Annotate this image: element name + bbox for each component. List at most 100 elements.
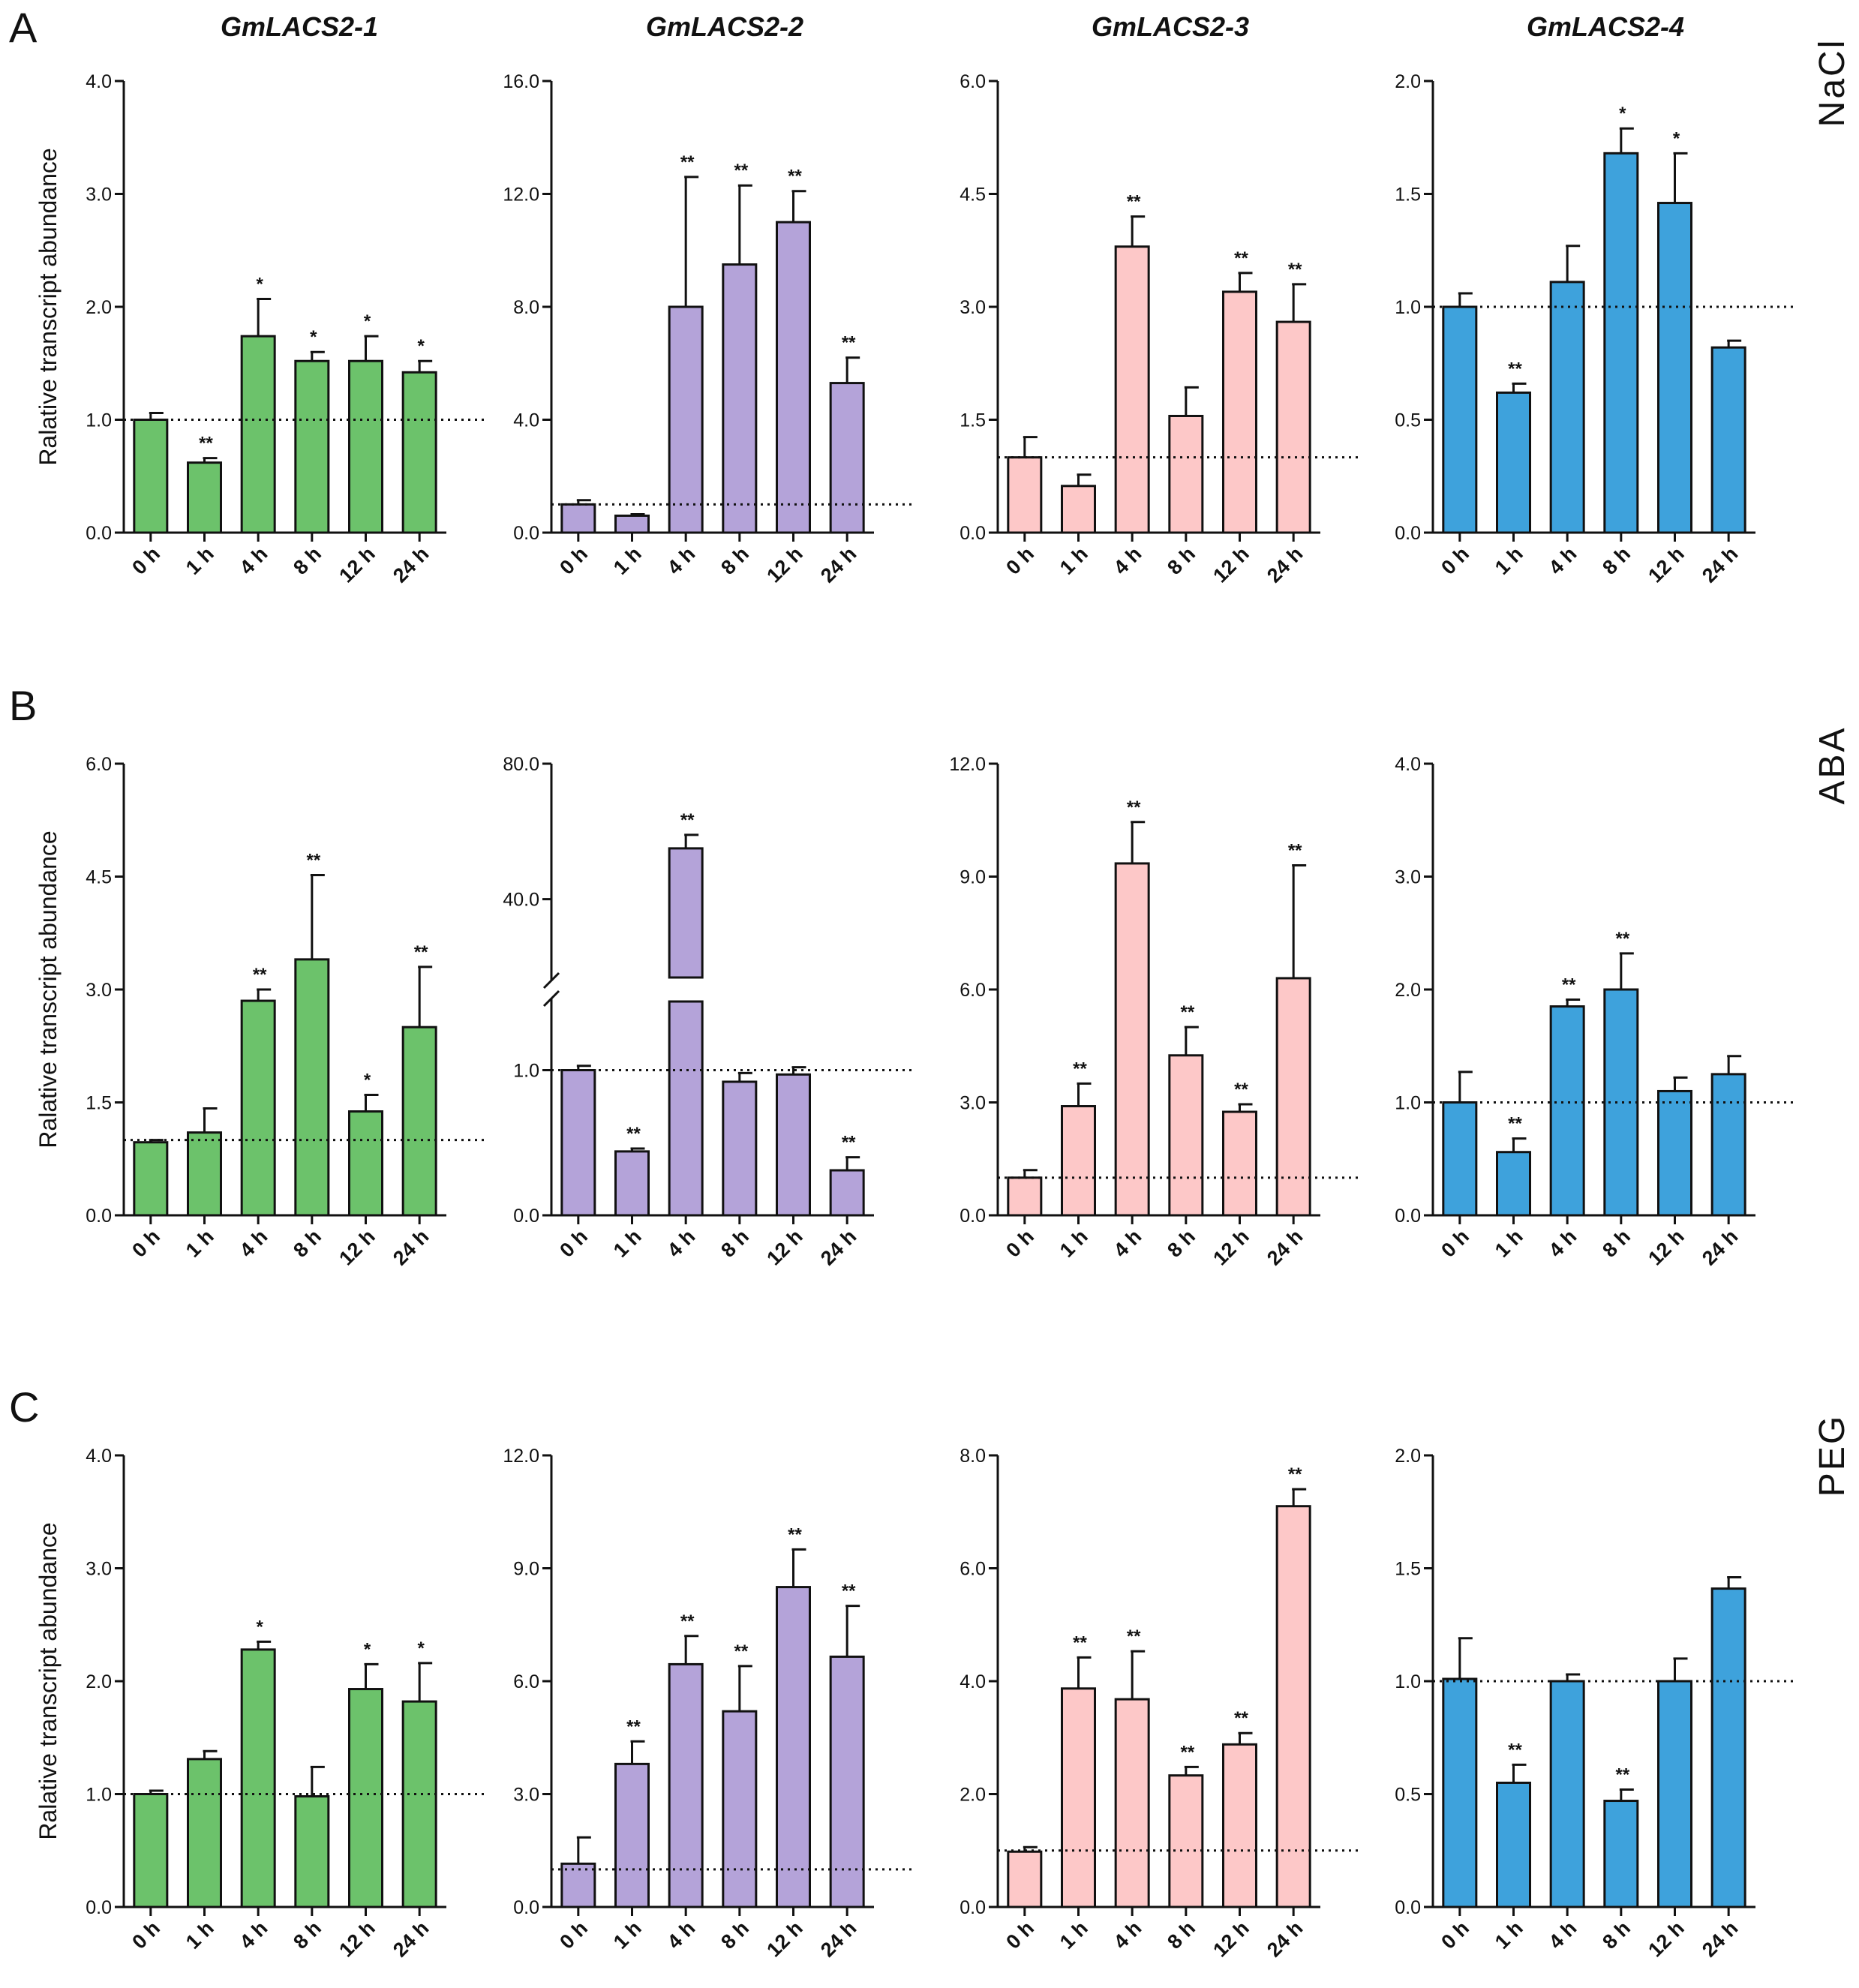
bar bbox=[1442, 305, 1478, 534]
x-tick-label: 1 h bbox=[1056, 1225, 1092, 1262]
x-tick-label: 1 h bbox=[1491, 542, 1527, 579]
bar bbox=[240, 335, 276, 534]
y-tick-label: 0.0 bbox=[86, 1206, 112, 1227]
x-tick-label: 24 h bbox=[816, 1225, 860, 1269]
x-tick-label: 1 h bbox=[182, 1917, 218, 1953]
significance-label: ** bbox=[1234, 1708, 1248, 1728]
bar bbox=[668, 1000, 704, 1217]
y-tick-label: 1.0 bbox=[1395, 297, 1421, 318]
x-tick-label: 12 h bbox=[1644, 542, 1688, 587]
bar bbox=[133, 1141, 169, 1217]
bar bbox=[1549, 281, 1585, 534]
x-tick-label: 24 h bbox=[1263, 542, 1307, 587]
chart-A3: 0.0 1.5 3.0 4.5 6.0 0 h 1 h ** 4 h 8 h ** 12 h ** 24 … bbox=[960, 71, 1362, 587]
bar bbox=[1061, 1687, 1096, 1908]
x-tick-label: 8 h bbox=[1598, 542, 1635, 579]
bar bbox=[829, 382, 865, 534]
y-tick-label: 1.5 bbox=[86, 1093, 112, 1114]
x-tick-label: 8 h bbox=[716, 1917, 753, 1953]
y-tick-label: 4.0 bbox=[513, 410, 539, 431]
x-tick-label: 24 h bbox=[389, 1917, 433, 1961]
bar bbox=[1114, 245, 1150, 534]
y-tick-label: 1.0 bbox=[1395, 1093, 1421, 1114]
bar bbox=[294, 1795, 330, 1908]
gene-title-4: GmLACS2-4 bbox=[1527, 11, 1684, 42]
y-axis-label: Ralative transcript abundance bbox=[35, 148, 62, 465]
bar bbox=[1114, 862, 1150, 1217]
y-tick-label: 9.0 bbox=[960, 867, 986, 888]
panel-letter-a: A bbox=[9, 4, 38, 51]
significance-label: * bbox=[364, 311, 371, 332]
x-tick-label: 12 h bbox=[1209, 542, 1253, 587]
bar bbox=[401, 1700, 437, 1908]
row-label-aba: ABA bbox=[1812, 725, 1852, 804]
x-tick-label: 8 h bbox=[1598, 1917, 1635, 1953]
y-tick-label: 2.0 bbox=[1395, 980, 1421, 1001]
y-tick-label: 0.5 bbox=[1395, 1785, 1421, 1806]
significance-label: ** bbox=[1180, 1742, 1194, 1762]
y-tick-label: 0.0 bbox=[513, 523, 539, 544]
x-tick-label: 1 h bbox=[182, 542, 218, 579]
x-tick-label: 12 h bbox=[335, 1917, 379, 1961]
bar bbox=[1549, 1680, 1585, 1908]
bar bbox=[1710, 346, 1746, 534]
x-tick-label: 1 h bbox=[1056, 1917, 1092, 1953]
significance-label: ** bbox=[1288, 260, 1302, 280]
x-tick-label: 8 h bbox=[716, 1225, 753, 1262]
bar bbox=[240, 999, 276, 1217]
bar bbox=[722, 263, 758, 534]
y-tick-label: 3.0 bbox=[1395, 867, 1421, 888]
significance-label: ** bbox=[1288, 840, 1302, 860]
x-tick-label: 4 h bbox=[1110, 542, 1146, 579]
x-tick-label: 4 h bbox=[1545, 1225, 1581, 1262]
chart-B3: 0.0 3.0 6.0 9.0 12.0 0 h ** 1 h ** 4 h ** 8 h ** 12 h… bbox=[949, 754, 1362, 1269]
chart-A4: 0.0 0.5 1.0 1.5 2.0 0 h ** 1 h 4 h * 8 h * 12 h 24 h bbox=[1395, 71, 1797, 587]
y-tick-label: 0.0 bbox=[960, 1897, 986, 1918]
bar bbox=[348, 1688, 383, 1908]
significance-label: * bbox=[364, 1639, 371, 1659]
bar bbox=[1603, 1800, 1639, 1908]
x-tick-label: 12 h bbox=[335, 542, 379, 587]
y-tick-label: 4.0 bbox=[86, 71, 112, 92]
x-tick-label: 8 h bbox=[289, 542, 326, 579]
x-tick-label: 8 h bbox=[1598, 1225, 1635, 1262]
x-tick-label: 12 h bbox=[335, 1225, 379, 1269]
y-tick-label: 6.0 bbox=[960, 71, 986, 92]
significance-label: ** bbox=[1234, 1080, 1248, 1100]
y-tick-label: 1.0 bbox=[1395, 1671, 1421, 1692]
chart-A1: 0.0 1.0 2.0 3.0 4.0 Ralative transcript abund… bbox=[35, 71, 488, 587]
significance-label: ** bbox=[1562, 975, 1576, 996]
y-tick-label: 16.0 bbox=[503, 71, 539, 92]
bar bbox=[294, 359, 330, 534]
bar bbox=[240, 1648, 276, 1908]
x-tick-label: 1 h bbox=[1056, 542, 1092, 579]
x-tick-label: 1 h bbox=[1491, 1917, 1527, 1953]
bar bbox=[348, 1110, 383, 1217]
significance-label: * bbox=[364, 1070, 371, 1090]
chart-A2: 0.0 4.0 8.0 12.0 16.0 0 h 1 h ** 4 h ** 8 h ** 12 h *… bbox=[503, 71, 915, 587]
y-tick-label: 1.0 bbox=[513, 1061, 539, 1082]
bar bbox=[1442, 1677, 1478, 1908]
significance-label: ** bbox=[1615, 1764, 1629, 1785]
y-tick-label: 0.0 bbox=[1395, 523, 1421, 544]
bar bbox=[1007, 1850, 1043, 1908]
x-tick-label: 4 h bbox=[236, 542, 272, 579]
significance-label: ** bbox=[842, 1133, 856, 1153]
bar bbox=[1275, 320, 1311, 534]
chart-C1: 0.0 1.0 2.0 3.0 4.0 Ralative transcript abund… bbox=[35, 1446, 488, 1961]
significance-label: ** bbox=[1127, 797, 1141, 818]
y-tick-label: 8.0 bbox=[513, 297, 539, 318]
significance-label: ** bbox=[626, 1716, 641, 1737]
x-tick-label: 24 h bbox=[1263, 1225, 1307, 1269]
x-tick-label: 0 h bbox=[1002, 1225, 1038, 1262]
x-tick-label: 4 h bbox=[1110, 1225, 1146, 1262]
y-tick-label: 2.0 bbox=[86, 297, 112, 318]
y-tick-label: 8.0 bbox=[960, 1446, 986, 1467]
significance-label: ** bbox=[734, 161, 748, 181]
significance-label: ** bbox=[1127, 1626, 1141, 1647]
row-label-nacl: NaCl bbox=[1812, 38, 1852, 128]
y-tick-label: 1.0 bbox=[86, 410, 112, 431]
significance-label: * bbox=[256, 1617, 263, 1637]
x-tick-label: 12 h bbox=[762, 1917, 806, 1961]
significance-label: * bbox=[256, 274, 263, 294]
